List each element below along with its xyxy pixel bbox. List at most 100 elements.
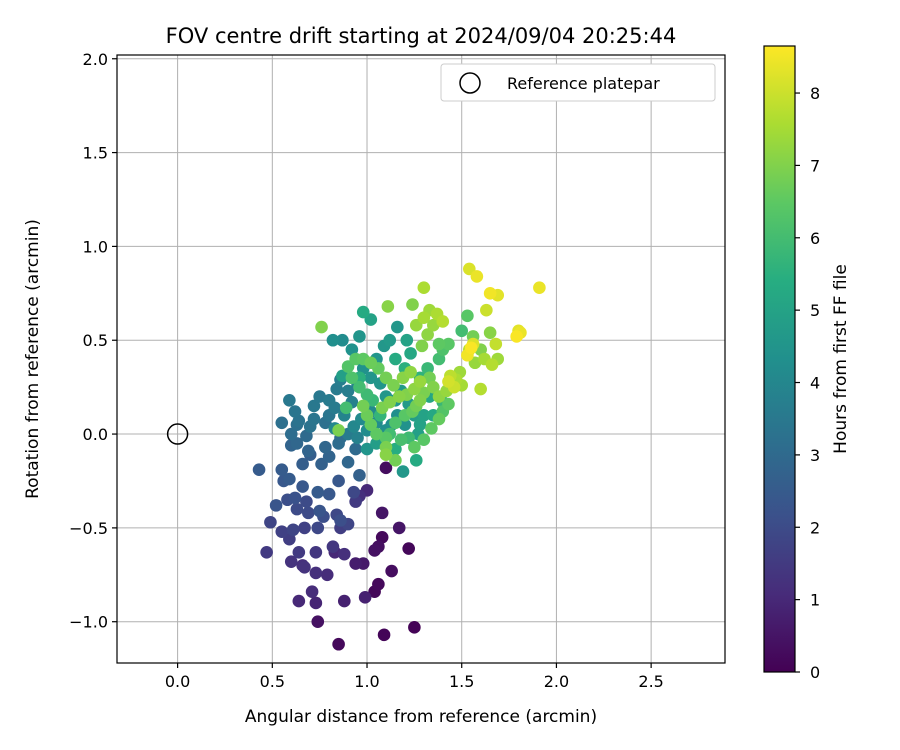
data-point [313,390,326,403]
data-point [302,444,315,458]
data-point [379,448,393,462]
data-point [300,495,313,508]
legend-marker-icon [459,72,481,94]
colorbar-tick-label: 8 [810,84,820,103]
colorbar-tick-label: 7 [810,156,820,175]
data-point [421,362,434,375]
colorbar-ticks: 0 1 2 3 4 5 6 7 8 [795,84,820,682]
data-point [290,437,304,450]
data-point [398,418,412,431]
data-point [360,442,374,456]
data-point [307,399,321,413]
data-point [370,437,383,450]
data-point [353,469,366,482]
data-point [421,328,434,341]
data-point [296,480,309,493]
legend: Reference platepar [440,63,716,102]
y-tick-label: −1.0 [69,613,108,632]
data-point [269,499,283,512]
data-point [332,637,345,651]
data-point [379,461,393,475]
data-point [483,287,497,300]
data-point [480,303,493,317]
data-point [290,502,304,516]
data-point [464,341,478,355]
colorbar-tick-label: 2 [810,518,820,537]
data-point [252,463,266,477]
data-point [260,545,273,559]
data-point [389,416,402,430]
data-point [298,560,311,574]
data-point [347,485,361,499]
x-tick-label: 1.0 [354,672,379,691]
data-point [305,585,319,598]
y-tick-label: 1.5 [83,144,108,163]
data-point [392,521,406,535]
data-point [425,422,438,435]
data-point [383,333,397,347]
data-point [311,521,325,535]
data-point [400,333,414,347]
data-point [394,433,408,446]
data-point [356,305,370,319]
data-point [328,401,342,415]
data-point [368,544,381,557]
data-point [275,525,289,538]
data-point [432,412,446,426]
data-point [337,594,351,608]
data-point [336,333,349,347]
data-point [311,485,325,499]
data-point [326,540,340,553]
data-point [383,395,397,409]
y-tick-label: 0.5 [83,331,108,350]
data-point [409,454,423,467]
data-point [417,408,431,422]
data-point [432,337,446,351]
data-point [413,393,427,407]
legend-label: Reference platepar [507,74,660,93]
data-point [436,315,450,328]
data-point [455,324,469,338]
data-point [387,378,400,392]
colorbar-tick-label: 6 [810,229,820,248]
data-point [341,455,355,469]
data-point [358,591,372,604]
colorbar-fill [764,46,795,672]
data-point [309,596,323,610]
data-point [381,300,395,313]
data-point [322,487,336,501]
data-point [264,515,277,529]
data-point [392,390,406,403]
data-point [408,440,421,454]
data-point [370,427,383,441]
data-point [377,628,391,642]
data-point [349,442,362,456]
data-point [345,371,359,385]
data-point [326,333,340,347]
colorbar: 0 1 2 3 4 5 6 7 8 Hours from first FF file [763,45,851,682]
plot-frame [116,54,726,664]
x-axis-label: Angular distance from reference (arcmin) [245,707,597,727]
data-point [364,356,378,370]
data-point [396,465,410,478]
legend-box [440,63,716,102]
data-point [461,309,474,323]
data-point [298,521,311,535]
data-point [389,454,402,467]
x-tick-label: 1.5 [449,672,474,691]
data-point [337,547,351,561]
data-points [252,262,546,651]
data-point [372,577,385,591]
data-point [417,311,431,325]
data-point [286,523,300,537]
data-point [319,440,332,454]
data-point [309,545,323,559]
data-point [288,491,302,505]
data-point [332,424,345,437]
colorbar-frame [763,45,796,673]
data-point [442,397,455,411]
data-point [275,463,289,477]
data-point [402,542,415,555]
colorbar-tick-label: 0 [810,663,820,682]
data-point [404,365,417,379]
